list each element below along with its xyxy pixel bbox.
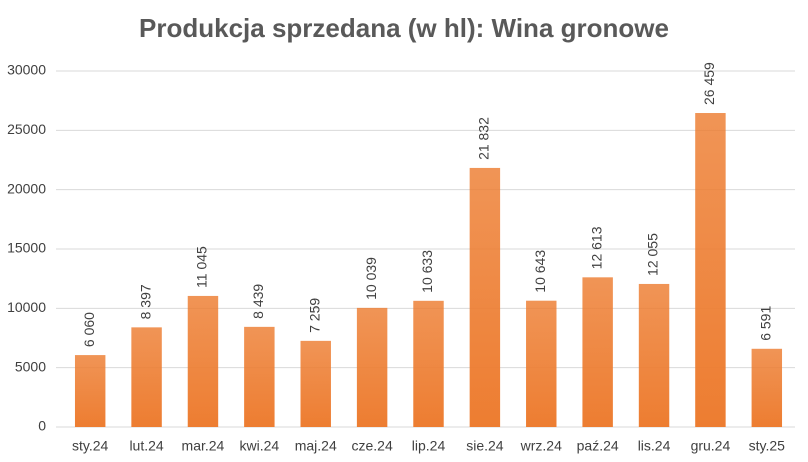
- bar: [582, 277, 613, 427]
- value-label: 8 397: [137, 284, 153, 319]
- x-tick-label: sie.24: [466, 438, 504, 454]
- x-tick-label: lis.24: [638, 438, 671, 454]
- value-label: 10 633: [419, 250, 435, 293]
- bar: [413, 300, 444, 427]
- value-label: 26 459: [701, 62, 717, 105]
- y-tick-label: 5000: [15, 358, 46, 374]
- value-label: 10 039: [363, 257, 379, 300]
- value-label: 8 439: [250, 284, 266, 319]
- bar: [526, 300, 557, 427]
- value-label: 11 045: [194, 246, 210, 288]
- bar: [356, 307, 388, 427]
- y-tick-label: 15000: [7, 240, 46, 256]
- bar: [74, 355, 106, 427]
- x-tick-label: sty.24: [72, 438, 109, 454]
- value-label: 6 591: [758, 306, 774, 341]
- x-tick-label: sty.25: [749, 438, 786, 454]
- bar: [751, 348, 783, 427]
- x-tick-label: mar.24: [182, 438, 225, 454]
- bar: [131, 327, 162, 427]
- bar: [300, 340, 331, 427]
- x-tick-label: paź.24: [577, 438, 619, 454]
- y-tick-label: 25000: [7, 121, 46, 137]
- bar: [469, 167, 501, 427]
- bar: [638, 283, 670, 427]
- y-tick-label: 0: [38, 418, 46, 434]
- x-tick-label: maj.24: [295, 438, 337, 454]
- value-label: 7 259: [306, 298, 322, 333]
- y-tick-label: 20000: [7, 180, 46, 196]
- x-tick-label: wrz.24: [520, 438, 562, 454]
- x-tick-label: kwi.24: [240, 438, 280, 454]
- value-label: 6 060: [81, 312, 97, 347]
- x-tick-label: lip.24: [412, 438, 446, 454]
- x-tick-label: gru.24: [691, 438, 731, 454]
- x-tick-label: lut.24: [129, 438, 163, 454]
- value-label: 12 613: [588, 226, 604, 269]
- value-label: 10 643: [532, 250, 548, 293]
- x-tick-label: cze.24: [351, 438, 392, 454]
- bar: [695, 113, 726, 427]
- value-label: 21 832: [476, 117, 492, 160]
- value-label: 12 055: [645, 233, 661, 276]
- bar: [187, 295, 219, 427]
- y-tick-label: 30000: [7, 62, 46, 78]
- y-tick-label: 10000: [7, 299, 46, 315]
- bar: [244, 326, 275, 427]
- chart-title: Produkcja sprzedana (w hl): Wina gronowe: [139, 13, 669, 43]
